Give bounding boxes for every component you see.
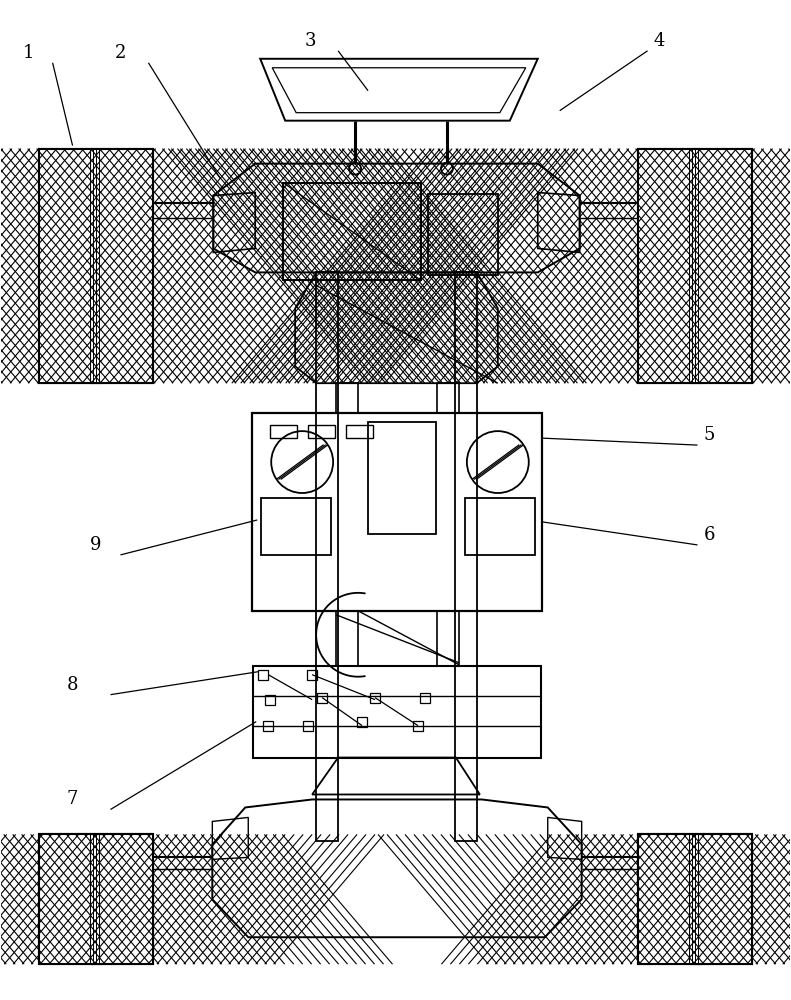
Text: 7: 7 bbox=[67, 790, 78, 808]
Bar bbox=[346, 425, 373, 438]
Bar bbox=[689, 834, 701, 964]
Bar bbox=[701, 149, 752, 383]
Bar bbox=[308, 425, 335, 438]
Text: 4: 4 bbox=[654, 32, 665, 50]
Bar bbox=[465, 498, 535, 555]
Bar bbox=[455, 272, 477, 841]
Bar bbox=[437, 611, 459, 666]
Bar bbox=[90, 834, 102, 964]
Bar bbox=[303, 721, 313, 731]
Bar bbox=[39, 834, 153, 964]
Text: 1: 1 bbox=[23, 44, 34, 62]
Bar bbox=[39, 834, 90, 964]
Bar bbox=[252, 413, 542, 611]
Bar bbox=[638, 149, 689, 383]
Text: 8: 8 bbox=[66, 676, 78, 694]
Bar bbox=[39, 149, 90, 383]
Text: 3: 3 bbox=[305, 32, 316, 50]
Bar bbox=[317, 693, 327, 703]
Bar bbox=[689, 149, 701, 383]
Bar bbox=[39, 834, 153, 964]
Bar bbox=[638, 834, 752, 964]
Bar bbox=[370, 693, 380, 703]
Bar bbox=[368, 422, 436, 534]
Bar bbox=[258, 670, 268, 680]
Bar bbox=[307, 670, 317, 680]
Bar bbox=[283, 183, 421, 280]
Bar bbox=[261, 498, 331, 555]
Text: 2: 2 bbox=[115, 44, 127, 62]
Bar bbox=[102, 149, 153, 383]
Bar bbox=[265, 695, 275, 705]
Bar bbox=[420, 693, 430, 703]
Bar bbox=[638, 149, 752, 383]
Bar bbox=[701, 834, 752, 964]
Text: 5: 5 bbox=[704, 426, 715, 444]
Bar bbox=[638, 149, 752, 383]
Bar bbox=[39, 149, 153, 383]
Bar bbox=[428, 194, 498, 275]
Bar bbox=[336, 383, 358, 413]
Bar bbox=[638, 834, 752, 964]
Bar bbox=[102, 834, 153, 964]
Bar bbox=[253, 666, 541, 758]
Bar bbox=[437, 383, 459, 413]
Bar bbox=[357, 717, 367, 727]
Text: 9: 9 bbox=[89, 536, 101, 554]
Bar bbox=[271, 425, 297, 438]
Bar bbox=[413, 721, 423, 731]
Bar bbox=[90, 149, 102, 383]
Text: 6: 6 bbox=[704, 526, 715, 544]
Bar bbox=[336, 611, 358, 666]
Bar bbox=[263, 721, 273, 731]
Bar bbox=[316, 272, 338, 841]
Bar bbox=[39, 149, 153, 383]
Bar bbox=[638, 834, 689, 964]
